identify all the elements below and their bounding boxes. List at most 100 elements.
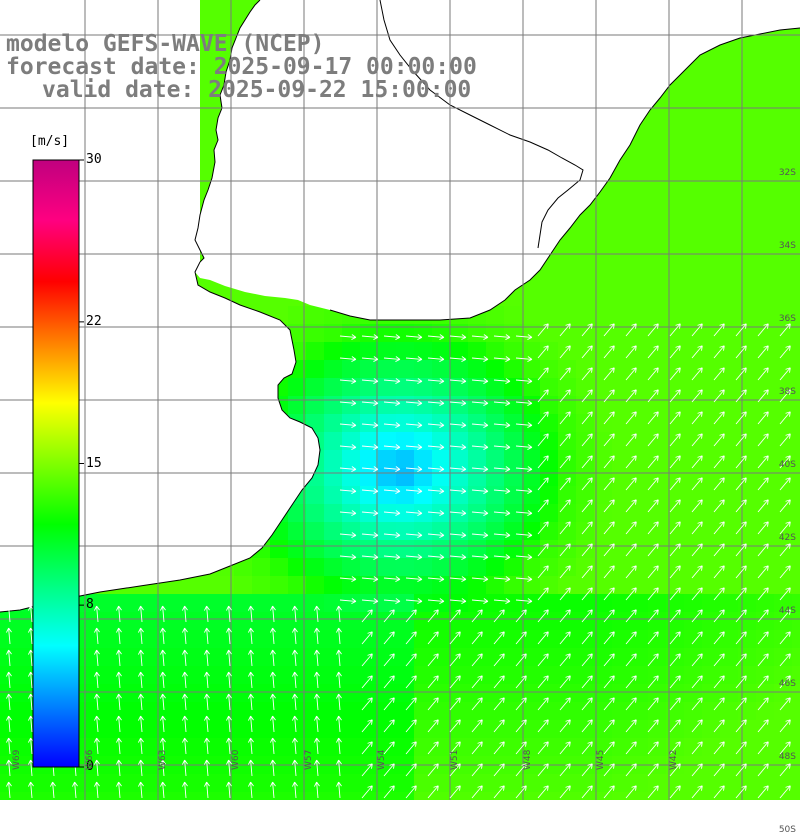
wind-arrow xyxy=(204,671,210,689)
wind-arrow xyxy=(713,521,725,535)
latitude-label: 46S xyxy=(778,679,796,689)
wind-arrow xyxy=(493,598,511,604)
wind-arrow xyxy=(537,719,549,733)
wind-arrow xyxy=(515,631,527,645)
wind-arrow xyxy=(757,345,769,359)
wind-arrow xyxy=(669,323,681,337)
wind-arrow xyxy=(559,323,571,337)
wind-arrow xyxy=(691,499,703,513)
wind-arrow xyxy=(361,675,373,689)
wind-arrow xyxy=(339,488,357,494)
wind-arrow xyxy=(515,466,533,472)
wind-arrow xyxy=(339,422,357,428)
wind-arrow xyxy=(427,576,445,582)
wind-arrow xyxy=(405,554,423,560)
wind-arrow xyxy=(405,510,423,516)
wind-arrow xyxy=(625,521,637,535)
wind-arrow xyxy=(669,543,681,557)
wind-arrow xyxy=(625,785,637,799)
wind-arrow xyxy=(735,741,747,755)
wind-arrow xyxy=(471,400,489,406)
wind-arrow xyxy=(204,693,210,711)
wind-arrow xyxy=(515,741,527,755)
wind-arrow xyxy=(405,631,417,645)
wind-arrow xyxy=(713,653,725,667)
wind-arrow xyxy=(160,737,166,755)
wind-arrow xyxy=(647,367,659,381)
wind-arrow xyxy=(779,367,791,381)
wind-arrow xyxy=(581,433,593,447)
wind-arrow xyxy=(515,763,527,777)
wind-arrow xyxy=(537,653,549,667)
grid-lines xyxy=(0,0,800,800)
wind-arrow xyxy=(6,759,12,777)
wind-arrow xyxy=(471,719,483,733)
wind-arrow xyxy=(515,400,533,406)
wind-arrow xyxy=(757,323,769,337)
colorbar-tick-label: 22 xyxy=(86,313,102,329)
wind-arrow xyxy=(647,477,659,491)
wind-arrow xyxy=(559,763,571,777)
wind-arrow xyxy=(625,433,637,447)
wind-arrow xyxy=(248,627,254,645)
wind-arrow xyxy=(603,389,615,403)
wind-arrow xyxy=(361,653,373,667)
wind-arrow xyxy=(493,741,505,755)
wind-arrow xyxy=(647,345,659,359)
wind-arrow xyxy=(757,433,769,447)
wind-arrow xyxy=(94,781,100,799)
wind-arrow xyxy=(427,466,445,472)
wind-arrow xyxy=(427,378,445,384)
wind-arrow xyxy=(757,477,769,491)
wind-arrow xyxy=(226,781,232,799)
wind-arrow xyxy=(493,631,505,645)
wind-arrow xyxy=(559,631,571,645)
wind-arrow xyxy=(471,741,483,755)
wind-arrow xyxy=(405,356,423,362)
wind-arrow xyxy=(292,671,298,689)
wind-arrow xyxy=(427,609,439,623)
wind-arrow xyxy=(383,598,401,604)
wind-arrow xyxy=(625,609,637,623)
wind-arrow xyxy=(691,411,703,425)
wind-arrow xyxy=(559,741,571,755)
wind-arrow xyxy=(336,693,342,711)
wind-arrow xyxy=(515,653,527,667)
latitude-label: 36S xyxy=(778,314,796,324)
wind-arrow xyxy=(669,455,681,469)
wind-arrow xyxy=(691,587,703,601)
latitude-label: 50S xyxy=(778,825,796,835)
colorbar-tick-label: 30 xyxy=(86,152,102,167)
land-area-coast xyxy=(0,0,320,612)
wind-arrow xyxy=(625,323,637,337)
wind-arrow xyxy=(713,477,725,491)
wind-arrow xyxy=(647,543,659,557)
wind-arrow xyxy=(248,671,254,689)
wind-arrow xyxy=(581,367,593,381)
wind-arrow xyxy=(713,389,725,403)
wind-arrow xyxy=(625,477,637,491)
wind-arrow xyxy=(292,759,298,777)
wind-arrow xyxy=(405,532,423,538)
wind-arrow xyxy=(116,737,122,755)
wind-arrow xyxy=(537,631,549,645)
wind-arrow xyxy=(647,631,659,645)
wind-arrow xyxy=(361,510,379,516)
latitude-label: 38S xyxy=(778,387,796,397)
wind-arrow xyxy=(383,719,395,733)
wind-arrow xyxy=(537,389,549,403)
wind-arrow xyxy=(669,719,681,733)
wind-arrow xyxy=(226,693,232,711)
wind-arrow xyxy=(735,411,747,425)
wind-arrow xyxy=(427,598,445,604)
wind-arrow xyxy=(493,785,505,799)
wind-arrow xyxy=(647,587,659,601)
wind-arrow xyxy=(405,488,423,494)
wind-arrow xyxy=(757,741,769,755)
wind-arrow xyxy=(383,785,395,799)
wind-arrow xyxy=(757,367,769,381)
wind-arrow xyxy=(383,653,395,667)
wind-arrow xyxy=(757,631,769,645)
wind-arrow xyxy=(581,323,593,337)
wind-arrow xyxy=(581,741,593,755)
